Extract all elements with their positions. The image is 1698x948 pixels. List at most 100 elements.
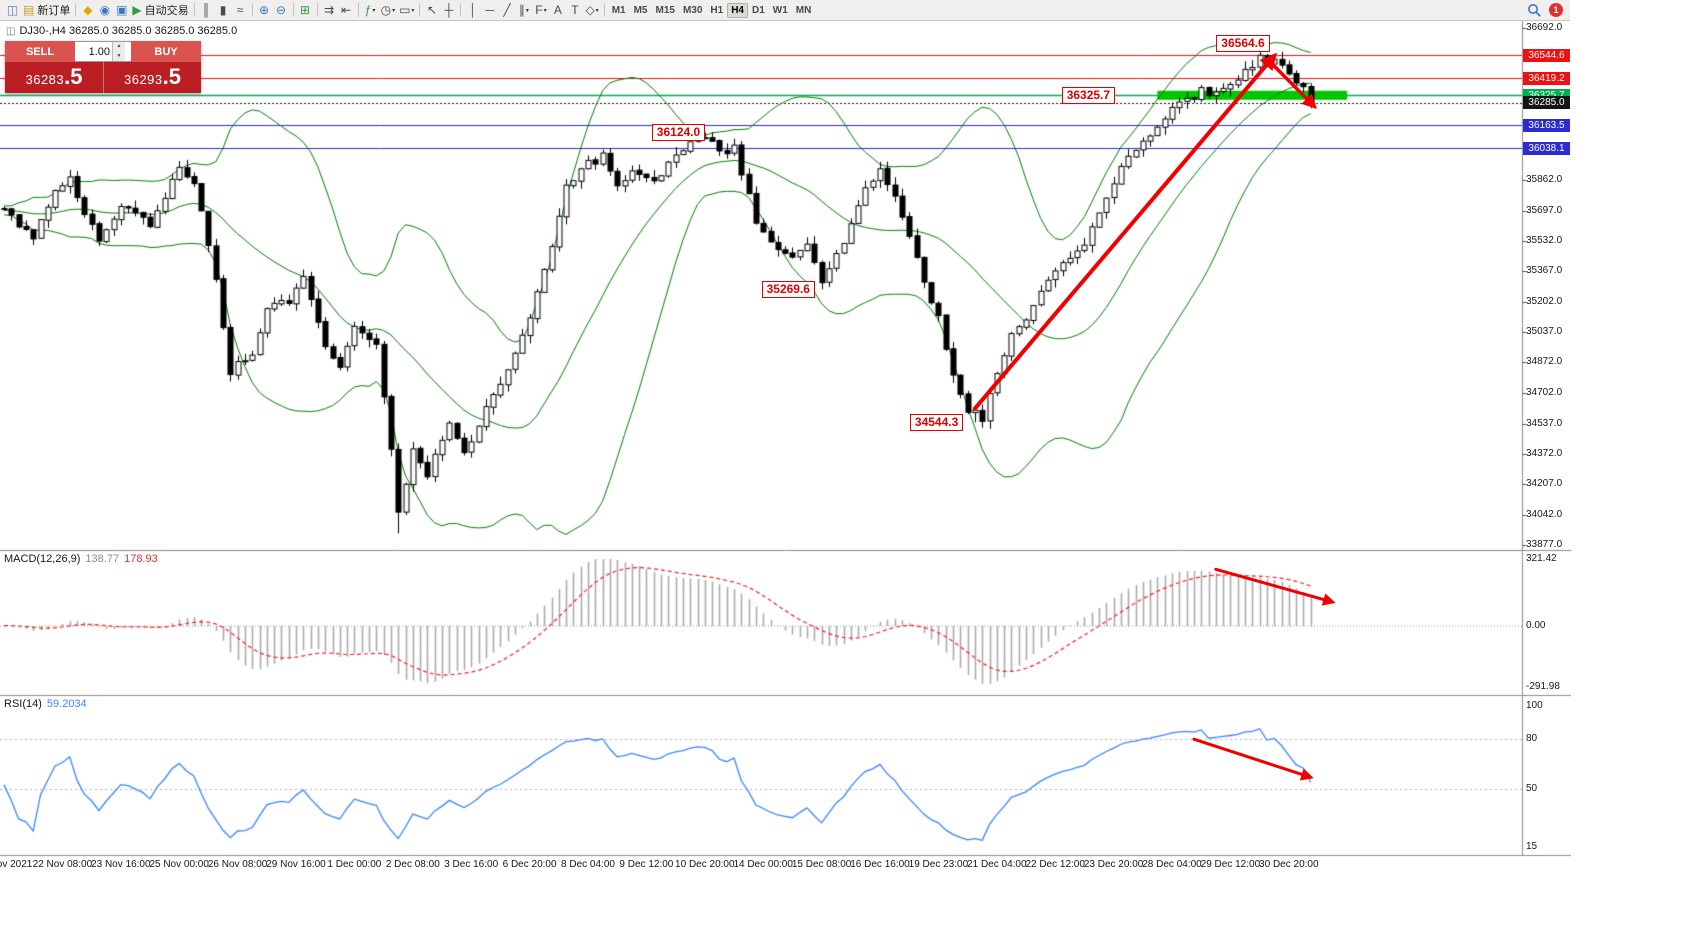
new-order-button[interactable]: ▤ 新订单 <box>21 1 72 19</box>
sell-button[interactable]: SELL <box>5 41 75 62</box>
price-callout[interactable]: 36564.6 <box>1216 35 1270 53</box>
web-terminal-icon[interactable]: ▣ <box>113 1 130 19</box>
price-axis-label: 35697.0 <box>1526 204 1563 216</box>
fibonacci-caret-icon[interactable]: ▾ <box>543 7 547 14</box>
buy-price-main: 36293 <box>123 72 163 87</box>
bar-chart-icon: ║ <box>201 3 211 17</box>
text-icon[interactable]: A <box>549 1 566 19</box>
time-axis-label: 21 Dec 04:00 <box>967 859 1027 870</box>
volume-field: ▲ ▼ <box>75 41 131 62</box>
line-chart-icon[interactable]: ≈ <box>232 1 249 19</box>
indicators-caret-icon[interactable]: ▾ <box>372 7 376 14</box>
price-axis-label: 35367.0 <box>1526 265 1563 277</box>
equidistant-channel-caret-icon[interactable]: ▾ <box>525 7 529 14</box>
timeframe-button-W1[interactable]: W1 <box>772 4 788 16</box>
open-chart-icon[interactable]: ◫ <box>4 1 21 19</box>
price-callout[interactable]: 34544.3 <box>909 414 964 432</box>
equidistant-channel-icon[interactable]: ∥ ▾ <box>515 1 532 19</box>
trendline-icon[interactable]: ╱ <box>498 1 515 19</box>
price-axis-label: 35532.0 <box>1526 235 1563 247</box>
chart-shift-icon[interactable]: ⇤ <box>338 1 355 19</box>
candlestick-chart-icon[interactable]: ▮ <box>215 1 232 19</box>
deposit-icon[interactable]: ◆ <box>79 1 96 19</box>
shapes-caret-icon[interactable]: ▾ <box>595 7 599 14</box>
rsi-indicator-header[interactable]: RSI(14) 59.2034 <box>4 698 87 710</box>
time-axis-label: 30 Dec 20:00 <box>1259 859 1319 870</box>
auto-scroll-icon[interactable]: ⇉ <box>321 1 338 19</box>
new-order-label: 新订单 <box>37 5 71 17</box>
time-axis-label: 22 Dec 12:00 <box>1025 859 1085 870</box>
price-level-tag: 36419.2 <box>1523 71 1570 85</box>
macd-value-main: 138.77 <box>85 553 120 565</box>
price-level-tag: 36038.1 <box>1523 141 1570 155</box>
toolbar-separator <box>193 3 195 17</box>
tile-windows-icon[interactable]: ⊞ <box>297 1 314 19</box>
symbol-ohlc-header: ◫ DJ30-,H4 36285.0 36285.0 36285.0 36285… <box>6 25 237 37</box>
bar-chart-icon[interactable]: ║ <box>198 1 215 19</box>
time-axis-label: 23 Nov 16:00 <box>91 859 151 870</box>
vertical-line-icon[interactable]: │ <box>464 1 481 19</box>
crosshair-icon[interactable]: ┼ <box>440 1 457 19</box>
shapes-icon[interactable]: ◇ ▾ <box>583 1 600 19</box>
indicators-icon[interactable]: ƒ ▾ <box>362 1 379 19</box>
notification-badge[interactable]: 1 <box>1549 3 1563 17</box>
tile-windows-icon: ⊞ <box>300 3 311 17</box>
period-selector-icon[interactable]: ◷ ▾ <box>379 1 398 19</box>
period-selector-caret-icon[interactable]: ▾ <box>392 7 396 14</box>
buy-button[interactable]: BUY <box>131 41 201 62</box>
macd-indicator-header[interactable]: MACD(12,26,9) 138.77 178.93 <box>4 553 158 565</box>
macd-axis-label: -291.98 <box>1526 681 1560 692</box>
horizontal-line-icon[interactable]: ─ <box>481 1 498 19</box>
timeframe-button-M30[interactable]: M30 <box>682 4 703 16</box>
cursor-icon[interactable]: ↖ <box>423 1 440 19</box>
community-icon[interactable]: ◉ <box>96 1 113 19</box>
price-chart-canvas[interactable] <box>0 0 1571 876</box>
text-icon: A <box>553 3 562 17</box>
price-callout[interactable]: 36124.0 <box>651 124 706 142</box>
timeframe-button-M15[interactable]: M15 <box>655 4 675 16</box>
toolbar-separator <box>251 3 253 17</box>
time-axis-label: 14 Dec 00:00 <box>733 859 793 870</box>
symbol-ohlc-text: DJ30-,H4 36285.0 36285.0 36285.0 36285.0 <box>19 25 238 37</box>
time-axis-label: 28 Dec 04:00 <box>1142 859 1202 870</box>
buy-price-fraction: .5 <box>162 64 181 89</box>
fibonacci-icon[interactable]: F ▾ <box>532 1 549 19</box>
volume-stepper: ▲ ▼ <box>112 42 125 61</box>
volume-input[interactable] <box>75 42 112 61</box>
timeframe-button-M5[interactable]: M5 <box>633 4 648 16</box>
timeframe-button-MN[interactable]: MN <box>795 4 812 16</box>
fibonacci-icon: F <box>535 3 543 17</box>
zoom-out-icon[interactable]: ⊖ <box>273 1 290 19</box>
volume-increase-button[interactable]: ▲ <box>113 42 125 52</box>
time-axis-label: 8 Dec 04:00 <box>561 859 615 870</box>
time-axis-label: 23 Dec 20:00 <box>1083 859 1144 870</box>
volume-decrease-button[interactable]: ▼ <box>113 51 125 61</box>
shapes-icon: ◇ <box>585 3 595 17</box>
timeframe-button-H1[interactable]: H1 <box>710 4 724 16</box>
algo-trading-icon: ▶ <box>132 3 142 17</box>
price-axis-label: 34872.0 <box>1526 356 1563 368</box>
macd-value-signal: 178.93 <box>124 553 158 565</box>
label-icon[interactable]: T <box>566 1 583 19</box>
timeframe-button-D1[interactable]: D1 <box>752 4 765 16</box>
timeframe-button-M1[interactable]: M1 <box>611 4 626 16</box>
time-axis-label: 29 Dec 12:00 <box>1200 859 1261 870</box>
price-axis-label: 35862.0 <box>1526 174 1563 186</box>
indicators-icon: ƒ <box>364 3 372 17</box>
zoom-in-icon[interactable]: ⊕ <box>256 1 273 19</box>
toolbar-separator <box>460 3 462 17</box>
price-level-tag: 36285.0 <box>1523 96 1570 110</box>
price-callout[interactable]: 35269.6 <box>761 281 815 299</box>
price-level-tag: 36163.5 <box>1523 118 1570 132</box>
template-icon[interactable]: ▭ ▾ <box>397 1 416 19</box>
chart-window-icon: ◫ <box>6 25 16 37</box>
search-icon[interactable] <box>1527 3 1542 18</box>
timeframe-button-H4[interactable]: H4 <box>727 2 748 18</box>
template-caret-icon[interactable]: ▾ <box>411 7 415 14</box>
time-axis-label: 22 Nov 08:00 <box>32 859 93 870</box>
horizontal-line-icon: ─ <box>485 3 495 17</box>
price-callout[interactable]: 36325.7 <box>1061 87 1116 105</box>
algo-trading-button[interactable]: ▶ 自动交易 <box>130 1 190 19</box>
macd-axis-label: 321.42 <box>1526 553 1557 564</box>
buy-price-display: 36293 .5 <box>103 62 201 93</box>
